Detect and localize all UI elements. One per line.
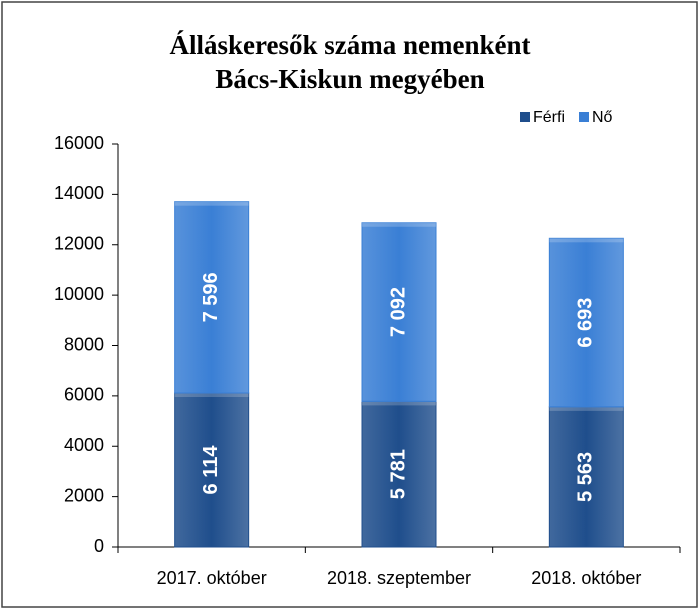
legend-label: Férfi (533, 109, 565, 126)
y-tick-label: 12000 (54, 234, 104, 254)
bar-segment (174, 392, 250, 548)
bar-cap (549, 238, 624, 243)
y-tick-label: 14000 (54, 183, 104, 203)
y-tick-label: 10000 (54, 284, 104, 304)
value-label: 6 114 (200, 445, 222, 495)
bar-segment (361, 222, 437, 402)
bar-segment (548, 237, 624, 408)
legend-swatch (520, 112, 530, 122)
value-label: 5 781 (387, 449, 409, 499)
bar-cap (362, 401, 436, 406)
y-tick-label: 2000 (64, 485, 104, 505)
x-tick-label: 2018. október (531, 568, 641, 588)
y-tick-label: 16000 (54, 133, 104, 153)
value-label: 7 092 (387, 287, 409, 337)
bar-cap (174, 393, 249, 398)
y-tick-label: 4000 (64, 435, 104, 455)
bar-cap (174, 201, 249, 206)
legend-label: Nő (592, 109, 613, 126)
value-label: 6 693 (575, 298, 597, 348)
legend-swatch (579, 112, 589, 122)
bar-segment (548, 406, 624, 548)
bar-segment (361, 400, 437, 548)
bar-segment (174, 201, 250, 394)
chart-title: Bács-Kiskun megyében (215, 64, 484, 94)
chart-title: Álláskeresők száma nemenként (170, 30, 531, 60)
x-tick-label: 2017. október (157, 568, 267, 588)
x-tick-label: 2018. szeptember (327, 568, 471, 588)
y-tick-label: 0 (94, 536, 104, 556)
value-label: 5 563 (575, 452, 597, 502)
y-tick-label: 8000 (64, 334, 104, 354)
bar-cap (549, 406, 624, 411)
value-label: 7 596 (200, 272, 222, 322)
y-tick-label: 6000 (64, 385, 104, 405)
bar-cap (362, 222, 436, 227)
